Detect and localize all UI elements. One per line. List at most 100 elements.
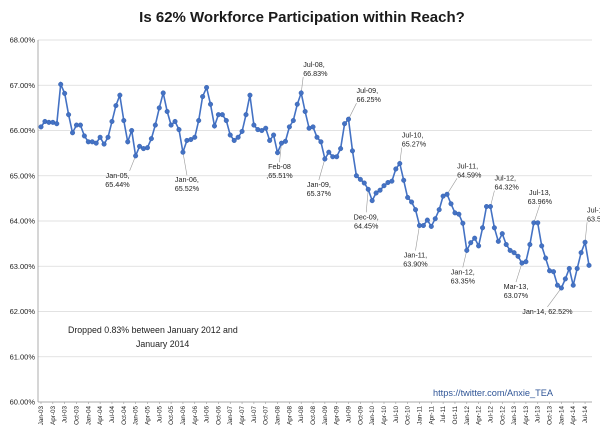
annotation-leader <box>182 152 188 176</box>
data-point <box>326 149 332 155</box>
data-point <box>405 194 411 200</box>
data-point <box>428 223 434 229</box>
data-point <box>448 201 454 207</box>
credit-link[interactable]: https://twitter.com/Anxie_TEA <box>433 388 554 398</box>
data-point <box>172 118 178 124</box>
data-point <box>275 150 281 156</box>
annotation-leader <box>547 287 562 308</box>
annotation-value: 64.32% <box>494 183 519 192</box>
data-point <box>322 156 328 162</box>
x-tick-label: Apr-13 <box>523 406 530 425</box>
annotation-leader <box>348 103 357 120</box>
data-point <box>420 223 426 229</box>
annotation-value: 66.83% <box>303 69 328 78</box>
data-point <box>97 134 103 140</box>
data-point <box>200 94 206 100</box>
data-point <box>562 276 568 282</box>
data-point <box>342 121 348 127</box>
annotations: Jan-05,65.44% Jan-06,65.52% Feb-08,65.51% J… <box>105 60 600 316</box>
x-tick-label: Jul-10 <box>393 406 400 424</box>
data-point <box>38 124 44 130</box>
data-point <box>208 101 214 107</box>
data-point <box>535 220 541 226</box>
data-point <box>409 199 415 205</box>
annotation-leader <box>462 250 468 268</box>
data-point <box>338 146 344 152</box>
annotation-value: 65.37% <box>307 189 332 198</box>
x-tick-label: Jan-07 <box>227 406 234 426</box>
data-point <box>211 123 217 129</box>
annotation-value: 63.07% <box>504 291 529 300</box>
y-tick-label: 63.00% <box>10 262 36 271</box>
data-point <box>460 220 466 226</box>
data-point <box>413 207 419 213</box>
x-tick-label: Oct-06 <box>215 406 222 425</box>
note-line-2: January 2014 <box>136 339 189 349</box>
annotation-leader <box>490 190 495 207</box>
annotation-leaders <box>129 76 588 308</box>
data-point <box>507 247 513 253</box>
data-point <box>164 108 170 114</box>
data-point <box>117 92 123 98</box>
data-point <box>204 85 210 91</box>
y-tick-label: 64.00% <box>10 217 36 226</box>
x-tick-label: Apr-07 <box>239 406 246 425</box>
data-point <box>346 116 352 122</box>
annotation-value: 63.35% <box>451 276 476 285</box>
data-point <box>105 134 111 140</box>
data-point <box>263 125 269 131</box>
data-point <box>192 134 198 140</box>
data-point <box>125 139 131 145</box>
annotation-label: Jul-10, <box>402 131 424 140</box>
annotation-label: Jul-12, <box>494 174 516 183</box>
annotation-leader <box>365 189 369 213</box>
data-point <box>468 240 474 246</box>
annotation-leader <box>300 76 304 93</box>
x-tick-label: Jan-11 <box>416 406 423 425</box>
data-point <box>511 250 517 256</box>
x-tick-label: Oct-05 <box>168 406 175 425</box>
x-tick-label: Apr-03 <box>50 406 57 425</box>
data-point <box>298 90 304 96</box>
data-point <box>133 153 139 159</box>
x-tick-label: Jul-13 <box>535 406 542 424</box>
data-point <box>109 118 115 124</box>
annotation-label: Jan-09, <box>307 180 331 189</box>
data-point <box>70 130 76 136</box>
series-points <box>38 81 592 291</box>
annotation-value: 65.27% <box>402 140 427 149</box>
data-point <box>176 127 182 133</box>
data-point <box>129 127 135 133</box>
data-point <box>491 225 497 231</box>
data-point <box>586 262 592 268</box>
x-tick-label: Oct-03 <box>73 406 80 425</box>
annotation-leader <box>279 143 282 163</box>
data-point <box>393 166 399 172</box>
y-tick-label: 61.00% <box>10 352 36 361</box>
data-point <box>357 176 363 182</box>
x-tick-label: Jan-09 <box>322 406 329 426</box>
data-point <box>570 282 576 288</box>
data-point <box>227 132 233 138</box>
annotation-leader <box>129 155 136 171</box>
annotation-label: Dec-09, <box>354 212 379 221</box>
x-tick-label: Jul-11 <box>440 406 447 423</box>
data-point <box>282 138 288 144</box>
x-tick-label: Apr-11 <box>428 406 435 425</box>
data-point <box>271 132 277 138</box>
data-point <box>113 103 119 109</box>
data-point <box>137 143 143 149</box>
data-point <box>424 217 430 223</box>
annotation-leader <box>584 222 588 243</box>
data-point <box>66 112 72 118</box>
data-point <box>334 154 340 160</box>
data-point <box>456 211 462 217</box>
data-point <box>286 124 292 130</box>
data-point <box>476 243 482 249</box>
annotation-label: Jan-06, <box>175 175 199 184</box>
annotation-label: Jan-12, <box>451 267 475 276</box>
x-tick-label: Jul-07 <box>251 406 258 424</box>
data-point <box>397 161 403 167</box>
x-tick-label: Apr-06 <box>192 406 199 425</box>
data-point <box>365 186 371 192</box>
